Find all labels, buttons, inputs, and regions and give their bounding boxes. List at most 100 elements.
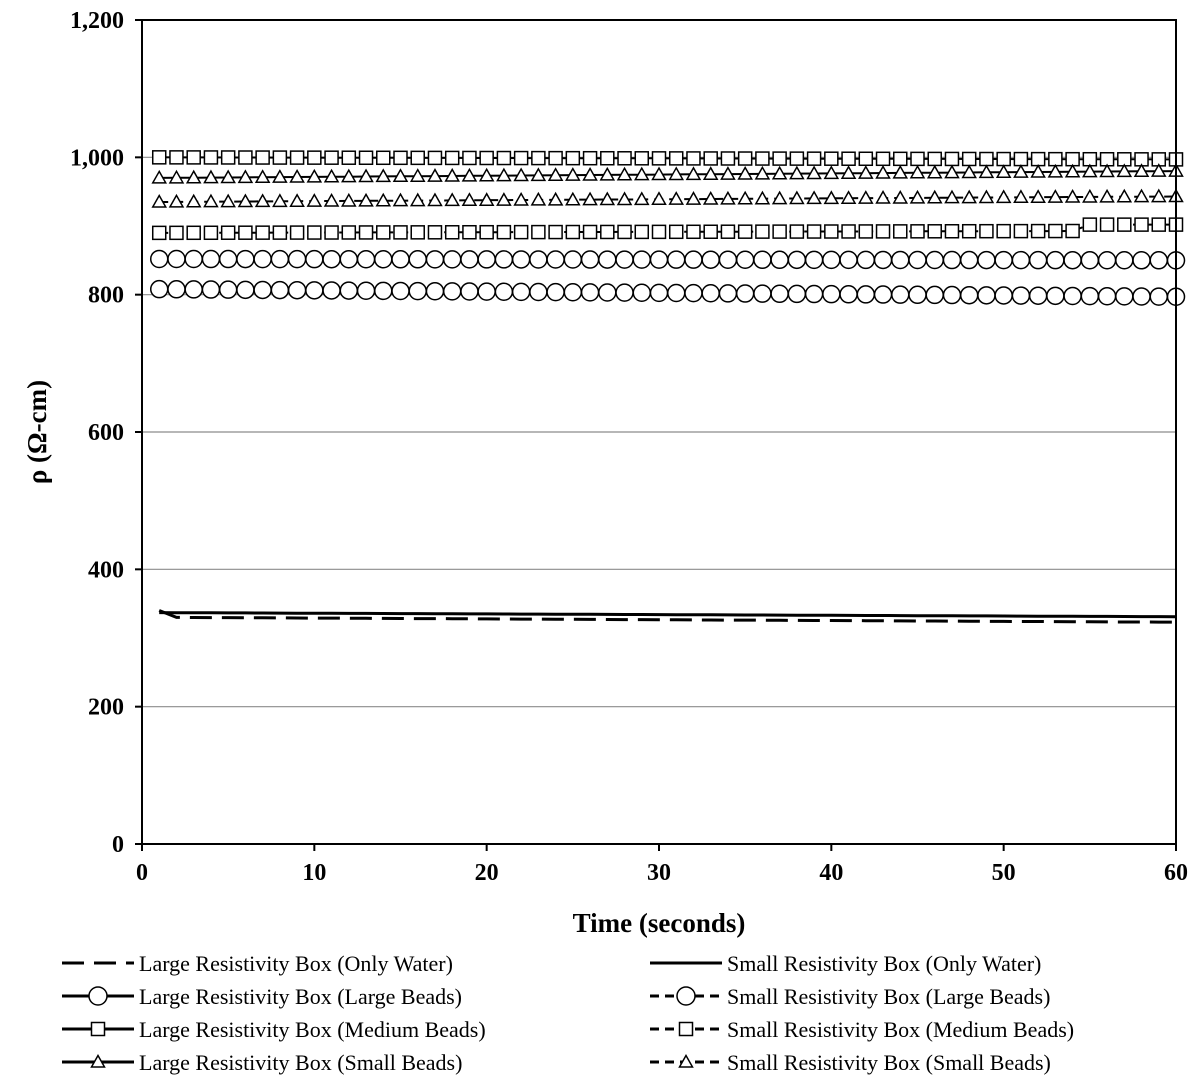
data-point bbox=[720, 166, 736, 180]
data-point bbox=[410, 150, 425, 166]
data-point bbox=[168, 169, 185, 184]
data-point bbox=[565, 224, 581, 240]
data-point bbox=[582, 224, 598, 240]
data-point bbox=[460, 250, 479, 269]
data-point bbox=[255, 150, 270, 165]
data-point bbox=[858, 151, 874, 167]
data-point bbox=[737, 165, 753, 180]
data-point bbox=[875, 165, 891, 179]
data-point bbox=[702, 190, 719, 205]
data-point bbox=[341, 150, 357, 165]
data-point bbox=[616, 191, 633, 206]
legend-label: Small Resistivity Box (Medium Beads) bbox=[727, 1017, 1074, 1042]
data-point bbox=[1080, 250, 1100, 270]
series-group bbox=[151, 163, 1184, 184]
data-point bbox=[1134, 217, 1149, 232]
data-point bbox=[676, 986, 696, 1006]
legend-label: Large Resistivity Box (Medium Beads) bbox=[139, 1017, 486, 1042]
data-point bbox=[90, 1053, 106, 1068]
series-group bbox=[149, 279, 1186, 306]
data-point bbox=[678, 1053, 694, 1068]
data-point bbox=[994, 250, 1013, 270]
data-point bbox=[1046, 286, 1065, 306]
data-point bbox=[858, 190, 874, 204]
data-point bbox=[324, 150, 339, 165]
data-point bbox=[617, 224, 632, 240]
data-point bbox=[375, 168, 392, 183]
y-tick-label: 200 bbox=[88, 695, 124, 721]
data-point bbox=[169, 150, 184, 165]
data-point bbox=[427, 168, 443, 182]
data-point bbox=[392, 168, 409, 183]
data-point bbox=[582, 150, 598, 166]
data-point bbox=[184, 280, 203, 299]
data-point bbox=[617, 151, 632, 166]
data-point bbox=[753, 284, 772, 303]
data-point bbox=[511, 282, 531, 302]
data-point bbox=[944, 224, 960, 239]
data-point bbox=[822, 284, 841, 304]
data-point bbox=[253, 249, 272, 269]
data-point bbox=[770, 250, 789, 270]
data-point bbox=[358, 168, 374, 183]
legend-label: Large Resistivity Box (Large Beads) bbox=[139, 984, 462, 1009]
series-group bbox=[151, 217, 1184, 241]
series-group bbox=[149, 249, 1186, 270]
legend: Large Resistivity Box (Only Water) Small … bbox=[62, 951, 1074, 1075]
data-point bbox=[703, 151, 718, 166]
legend-item: Large Resistivity Box (Large Beads) bbox=[62, 984, 462, 1009]
data-point bbox=[427, 225, 443, 240]
data-point bbox=[753, 250, 772, 270]
data-point bbox=[718, 284, 738, 303]
data-point bbox=[393, 150, 408, 166]
data-point bbox=[444, 192, 460, 207]
data-point bbox=[634, 151, 650, 166]
data-point bbox=[873, 250, 893, 270]
data-point bbox=[546, 250, 565, 269]
data-point bbox=[1132, 287, 1151, 306]
data-point bbox=[238, 150, 253, 165]
data-point bbox=[272, 225, 288, 240]
data-point bbox=[513, 167, 529, 182]
data-point bbox=[944, 151, 960, 167]
data-point bbox=[1097, 250, 1117, 270]
data-point bbox=[238, 225, 253, 240]
data-point bbox=[565, 191, 581, 206]
data-point bbox=[615, 250, 634, 269]
data-point bbox=[531, 150, 546, 166]
data-point bbox=[1097, 286, 1117, 306]
data-point bbox=[599, 191, 616, 206]
data-point bbox=[996, 151, 1011, 167]
data-point bbox=[702, 166, 719, 180]
data-point bbox=[720, 224, 736, 239]
data-point bbox=[685, 191, 702, 205]
data-point bbox=[1082, 163, 1098, 178]
data-point bbox=[1116, 188, 1133, 203]
data-point bbox=[444, 167, 460, 182]
legend-label: Small Resistivity Box (Only Water) bbox=[727, 951, 1041, 976]
data-point bbox=[942, 250, 962, 270]
data-point bbox=[823, 165, 840, 180]
data-point bbox=[910, 151, 925, 167]
data-point bbox=[649, 250, 669, 269]
data-point bbox=[218, 280, 238, 299]
data-point bbox=[270, 249, 290, 269]
y-axis-title: ρ (Ω-cm) bbox=[22, 380, 52, 484]
data-point bbox=[668, 224, 684, 240]
data-point bbox=[461, 192, 478, 207]
data-point bbox=[1065, 151, 1080, 167]
data-point bbox=[806, 151, 822, 166]
y-tick-label: 0 bbox=[112, 832, 124, 858]
data-point bbox=[339, 249, 359, 269]
data-point bbox=[460, 282, 479, 301]
data-point bbox=[339, 281, 359, 300]
data-point bbox=[893, 151, 908, 167]
data-point bbox=[1030, 189, 1046, 203]
data-point bbox=[840, 165, 857, 180]
data-point bbox=[547, 167, 564, 182]
data-point bbox=[1151, 217, 1167, 232]
data-point bbox=[323, 193, 340, 207]
data-point bbox=[409, 192, 426, 207]
data-point bbox=[651, 166, 667, 181]
data-point bbox=[718, 250, 738, 269]
